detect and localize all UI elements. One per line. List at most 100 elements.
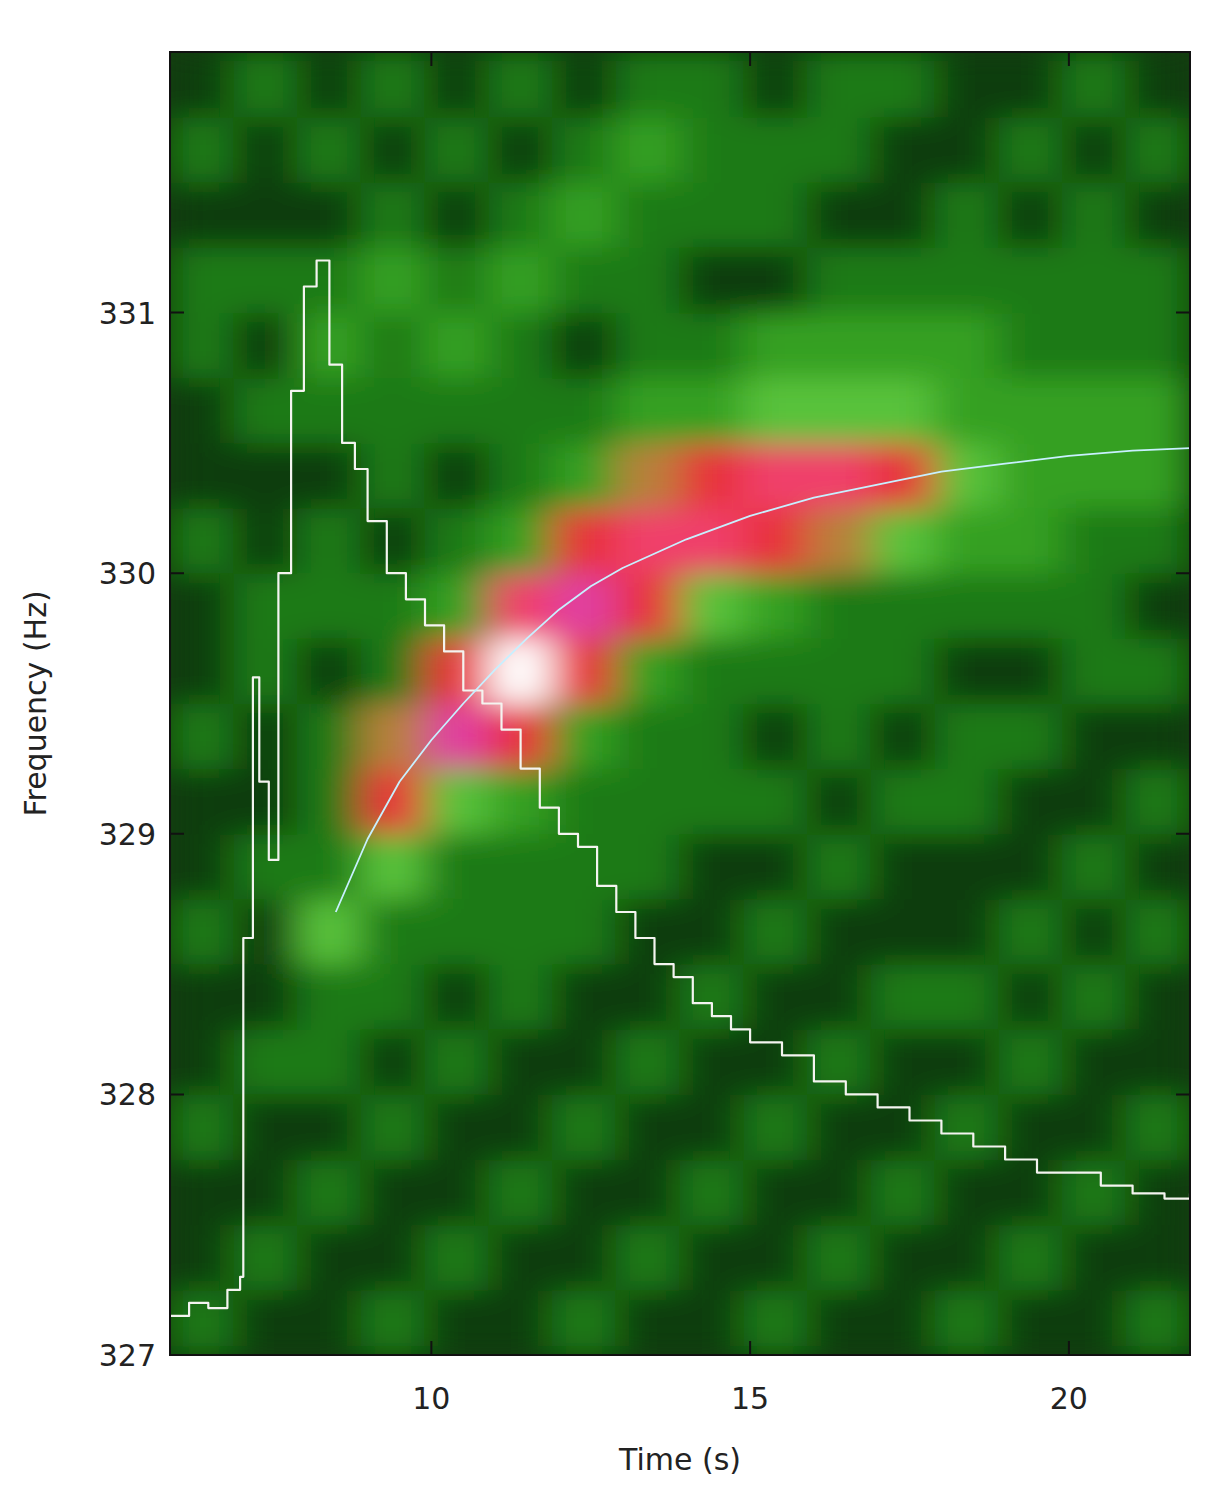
heat-cell xyxy=(871,573,936,639)
heat-cell xyxy=(616,964,681,1030)
heat-cell xyxy=(935,247,1000,313)
heat-cell xyxy=(998,1159,1063,1225)
heat-cell xyxy=(488,768,553,834)
heat-cell xyxy=(871,312,936,378)
heat-cell xyxy=(425,508,490,574)
heat-cell xyxy=(170,117,234,183)
heat-cell xyxy=(297,898,362,964)
heat-cell xyxy=(233,247,298,313)
heat-cell xyxy=(233,768,298,834)
heat-cell xyxy=(425,1159,490,1225)
heat-cell xyxy=(998,182,1063,248)
heat-cell xyxy=(743,898,808,964)
heat-cell xyxy=(616,247,681,313)
heat-cell xyxy=(1062,703,1127,769)
heat-cell xyxy=(233,52,298,118)
heat-cell xyxy=(743,573,808,639)
heat-cell xyxy=(361,1289,426,1355)
heat-cell xyxy=(170,312,234,378)
plot-area xyxy=(170,52,1190,1355)
y-tick-label: 331 xyxy=(99,296,156,331)
heat-cell xyxy=(743,964,808,1030)
heat-cell xyxy=(680,312,745,378)
heat-cell xyxy=(361,833,426,899)
heat-cell xyxy=(1062,1029,1127,1095)
heat-cell xyxy=(998,1029,1063,1095)
heat-cell xyxy=(233,703,298,769)
heat-cell xyxy=(807,182,872,248)
heat-cell xyxy=(871,52,936,118)
heat-cell xyxy=(743,508,808,574)
heat-cell xyxy=(935,1289,1000,1355)
heat-cell xyxy=(1062,182,1127,248)
y-tick-label: 328 xyxy=(99,1077,156,1112)
heat-cell xyxy=(871,833,936,899)
x-tick-label: 20 xyxy=(1050,1381,1088,1416)
heat-cell xyxy=(170,1224,234,1290)
heat-cell xyxy=(297,1224,362,1290)
heat-cell xyxy=(361,1029,426,1095)
heat-cell xyxy=(680,833,745,899)
heat-cell xyxy=(488,312,553,378)
heat-cell xyxy=(297,442,362,508)
heat-cell xyxy=(616,768,681,834)
heat-cell xyxy=(1126,1159,1190,1225)
heat-cell xyxy=(743,1159,808,1225)
heat-cell xyxy=(998,508,1063,574)
heat-cell xyxy=(1062,1159,1127,1225)
heat-cell xyxy=(998,1224,1063,1290)
heat-cell xyxy=(297,1029,362,1095)
heat-cell xyxy=(807,52,872,118)
heat-cell xyxy=(807,1289,872,1355)
heat-cell xyxy=(488,1159,553,1225)
heat-cell xyxy=(680,964,745,1030)
heat-cell xyxy=(998,1289,1063,1355)
heat-cell xyxy=(998,312,1063,378)
heat-cell xyxy=(680,1094,745,1160)
heat-cell xyxy=(425,898,490,964)
heat-cell xyxy=(616,898,681,964)
x-tick xyxy=(430,52,432,1355)
heat-cell xyxy=(743,1224,808,1290)
heat-cell xyxy=(998,638,1063,704)
heat-cell xyxy=(1062,247,1127,313)
heat-cell xyxy=(743,182,808,248)
heat-cell xyxy=(680,117,745,183)
heat-cell xyxy=(998,52,1063,118)
heat-cell xyxy=(871,898,936,964)
heat-cell xyxy=(616,442,681,508)
heat-cell xyxy=(807,964,872,1030)
heat-cell xyxy=(807,508,872,574)
heat-cell xyxy=(616,1094,681,1160)
heat-cell xyxy=(488,1094,553,1160)
heat-cell xyxy=(170,247,234,313)
heat-cell xyxy=(170,964,234,1030)
heat-cell xyxy=(361,768,426,834)
heat-cell xyxy=(998,898,1063,964)
heat-cell xyxy=(233,442,298,508)
heat-cell xyxy=(170,898,234,964)
heat-cell xyxy=(935,964,1000,1030)
heat-cell xyxy=(361,573,426,639)
heat-cell xyxy=(871,768,936,834)
heat-cell xyxy=(616,1224,681,1290)
heat-cell xyxy=(297,964,362,1030)
heat-cell xyxy=(552,312,617,378)
heat-cell xyxy=(680,52,745,118)
heat-cell xyxy=(743,117,808,183)
heat-cell xyxy=(935,508,1000,574)
heat-cell xyxy=(680,247,745,313)
heat-cell xyxy=(935,377,1000,443)
heat-cell xyxy=(425,833,490,899)
heat-cell xyxy=(425,1094,490,1160)
heat-cell xyxy=(935,703,1000,769)
y-axis-title: Frequency (Hz) xyxy=(18,590,53,816)
heat-cell xyxy=(170,1094,234,1160)
heat-cell xyxy=(1126,768,1190,834)
heat-cell xyxy=(616,508,681,574)
heat-cell xyxy=(1126,898,1190,964)
heat-cell xyxy=(871,182,936,248)
heat-cell xyxy=(1126,508,1190,574)
heat-cell xyxy=(297,1094,362,1160)
heat-cell xyxy=(425,1289,490,1355)
